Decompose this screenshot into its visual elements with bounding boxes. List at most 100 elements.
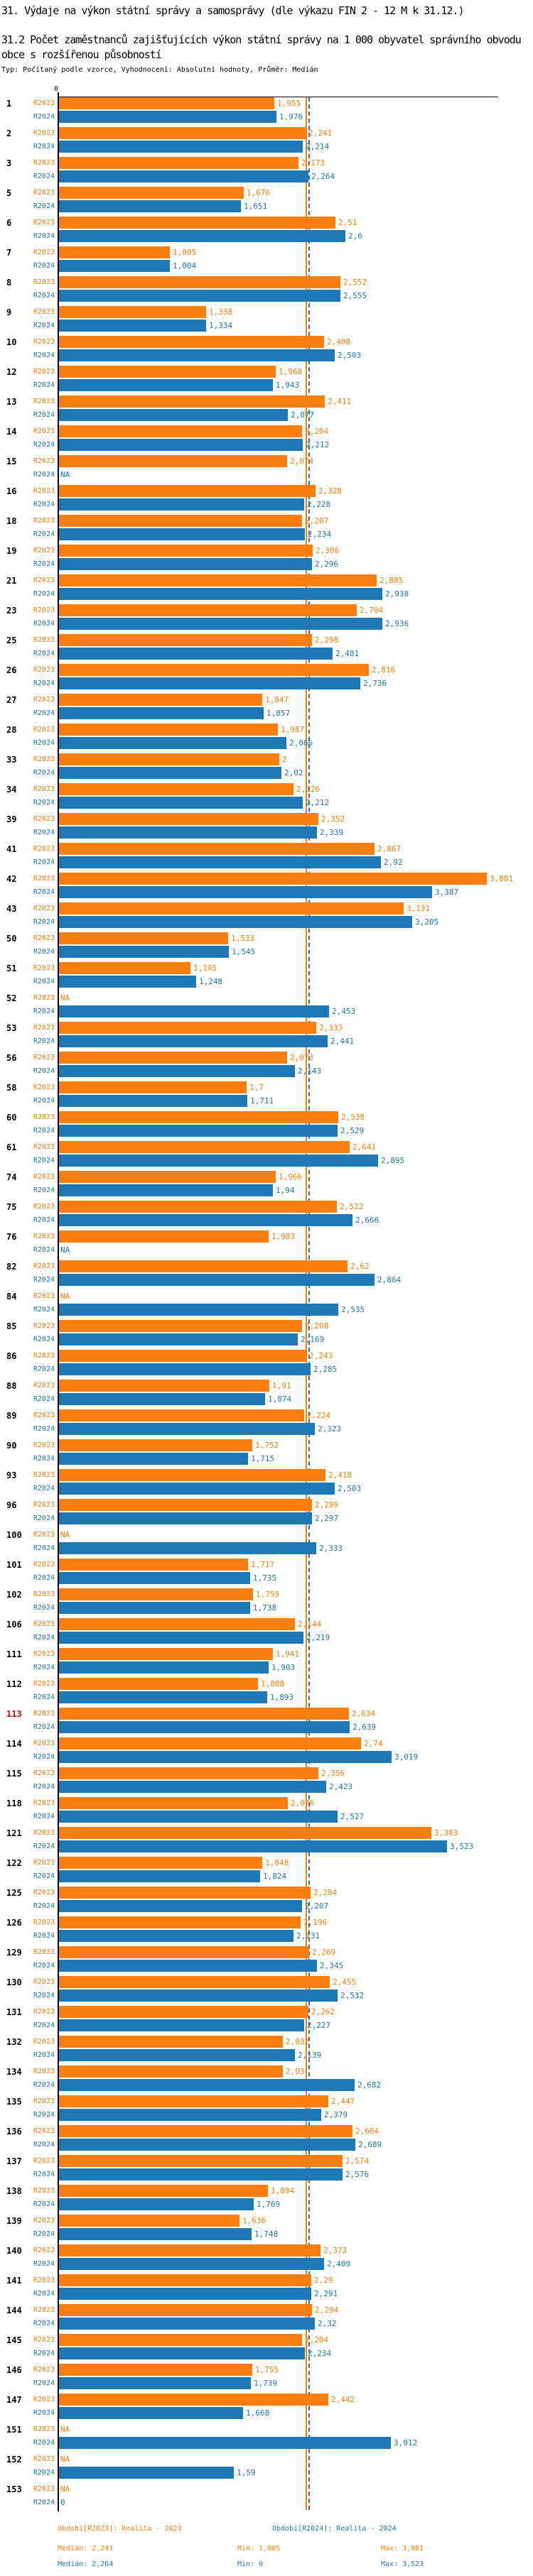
series-label-r2023: R2023 <box>33 2336 55 2344</box>
bar-value-r2023: 2,885 <box>379 576 404 585</box>
bar-r2024 <box>59 2109 321 2121</box>
bar-value-r2023: 2,333 <box>319 1023 343 1032</box>
bar-value-r2023: 2,073 <box>290 1053 314 1062</box>
series-label-r2024: R2024 <box>33 2021 55 2029</box>
row-id-label: 18 <box>6 516 17 526</box>
row-id-label: 34 <box>6 785 17 795</box>
row-id-label: 19 <box>6 546 17 556</box>
bar-r2024 <box>59 1781 326 1793</box>
row-id-label: 151 <box>6 2425 22 2435</box>
series-label-r2024: R2024 <box>33 232 55 240</box>
bar-value-r2023: 2,243 <box>309 1351 333 1360</box>
row-id-label: 5 <box>6 188 12 198</box>
bar-value-r2023: 3,881 <box>490 874 514 883</box>
series-label-r2023: R2023 <box>33 1710 55 1718</box>
bar-r2024 <box>59 1990 338 2002</box>
bar-r2023 <box>59 306 206 318</box>
bar-value-r2024: 2,264 <box>311 172 335 181</box>
bar-r2023 <box>59 813 318 825</box>
bar-value-r2023: 2,074 <box>290 457 314 466</box>
bar-r2023 <box>59 1708 349 1720</box>
series-label-r2024: R2024 <box>33 292 55 300</box>
bar-value-r2024: 2,131 <box>296 1931 321 1941</box>
bar-value-r2023: 2,411 <box>328 397 352 406</box>
row-id-label: 12 <box>6 367 17 377</box>
row-id-label: 10 <box>6 337 17 347</box>
bar-value-r2023: 2 <box>282 755 287 764</box>
series-label-r2024: R2024 <box>33 1336 55 1343</box>
bar-value-r2024: 2,529 <box>340 1126 365 1135</box>
page-title: 31. Výdaje na výkon státní správy a samo… <box>1 4 465 17</box>
bar-r2023 <box>59 425 302 437</box>
series-label-r2024: R2024 <box>33 1932 55 1940</box>
bar-r2023 <box>59 1350 306 1362</box>
bar-value-r2024: 1,651 <box>244 202 268 211</box>
bar-value-r2024: 2,503 <box>338 351 362 360</box>
bar-r2024 <box>59 379 273 391</box>
bar-r2023 <box>59 1409 304 1421</box>
bar-r2023 <box>59 2394 328 2406</box>
series-label-r2023: R2023 <box>33 2276 55 2284</box>
bar-r2024 <box>59 1333 298 1346</box>
series-label-r2023: R2023 <box>33 457 55 465</box>
bar-r2024 <box>59 2258 324 2270</box>
bar-r2023 <box>59 1976 330 1988</box>
bar-r2024 <box>59 1035 328 1047</box>
bar-value-r2024: 3,205 <box>415 917 439 927</box>
bar-value-r2023: 2,522 <box>340 1202 364 1211</box>
row-id-label: 137 <box>6 2156 22 2166</box>
row-id-label: 102 <box>6 1590 22 1600</box>
series-label-r2024: R2024 <box>33 2499 55 2506</box>
bar-value-r2023: 2,208 <box>305 1321 329 1331</box>
bar-r2023 <box>59 1767 318 1779</box>
series-label-r2023: R2023 <box>33 2038 55 2046</box>
bar-value-r2023: NA <box>60 993 70 1003</box>
series-label-r2024: R2024 <box>33 1753 55 1761</box>
series-label-r2023: R2023 <box>33 1948 55 1956</box>
series-label-r2023: R2023 <box>33 696 55 704</box>
series-label-r2024: R2024 <box>33 1604 55 1612</box>
series-label-r2023: R2023 <box>33 1054 55 1061</box>
series-label-r2023: R2023 <box>33 2455 55 2463</box>
row-id-label: 26 <box>6 665 17 675</box>
bar-r2024 <box>59 1512 312 1524</box>
series-label-r2023: R2023 <box>33 2097 55 2105</box>
bar-r2023 <box>59 2155 343 2167</box>
bar-r2024 <box>59 2049 295 2061</box>
row-id-label: 111 <box>6 1649 22 1659</box>
bar-value-r2023: 2,408 <box>327 337 351 346</box>
series-label-r2023: R2023 <box>33 815 55 823</box>
series-label-r2024: R2024 <box>33 1962 55 1970</box>
series-label-r2024: R2024 <box>33 1544 55 1552</box>
bar-r2024 <box>59 2288 311 2300</box>
bar-value-r2023: 1,7 <box>249 1083 264 1092</box>
bar-value-r2024: 2,639 <box>352 1723 377 1732</box>
bar-r2023 <box>59 664 369 676</box>
series-label-r2023: R2023 <box>33 1919 55 1926</box>
bar-r2023 <box>59 1648 273 1660</box>
bar-r2024 <box>59 2019 304 2031</box>
series-label-r2023: R2023 <box>33 1501 55 1509</box>
bar-value-r2024: 2,689 <box>358 2140 382 2149</box>
series-label-r2023: R2023 <box>33 785 55 793</box>
bar-value-r2024: 1,59 <box>237 2468 256 2477</box>
bar-r2024 <box>59 976 196 988</box>
bar-value-r2024: NA <box>60 1245 70 1255</box>
series-label-r2023: R2023 <box>33 1471 55 1479</box>
series-label-r2024: R2024 <box>33 262 55 270</box>
bar-value-r2023: 1,759 <box>256 1590 280 1599</box>
bar-value-r2023: 2,306 <box>316 546 340 555</box>
bar-value-r2024: 1,334 <box>209 321 233 330</box>
bar-value-r2024: 1,248 <box>199 977 223 986</box>
row-id-label: 141 <box>6 2276 22 2286</box>
bar-value-r2023: 1,903 <box>271 1232 296 1241</box>
bar-r2023 <box>59 932 228 944</box>
bar-r2023 <box>59 276 340 288</box>
stat-max-2024: Max: 3,523 <box>381 2560 424 2568</box>
bar-value-r2023: 2,418 <box>328 1470 352 1480</box>
row-id-label: 139 <box>6 2216 22 2226</box>
row-id-label: 138 <box>6 2186 22 2196</box>
bar-r2024 <box>59 1393 265 1405</box>
bar-value-r2024: 3,019 <box>394 1752 419 1762</box>
bar-value-r2023: 2,173 <box>301 158 325 168</box>
